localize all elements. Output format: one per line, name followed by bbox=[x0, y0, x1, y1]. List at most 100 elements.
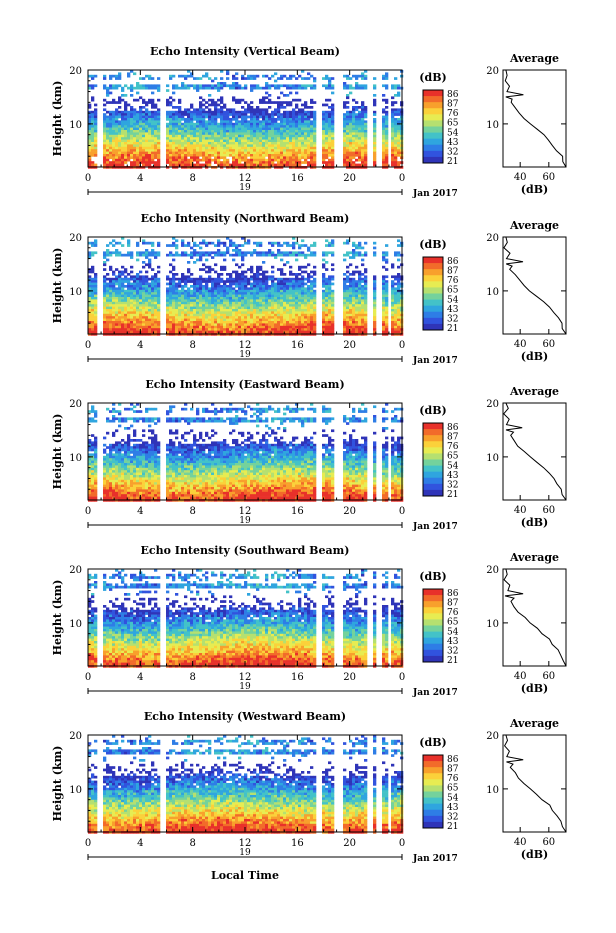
heatmap-cell bbox=[277, 132, 280, 135]
heatmap-cell bbox=[328, 152, 331, 155]
heatmap-cell bbox=[190, 314, 193, 317]
heatmap-cell bbox=[373, 111, 376, 114]
heatmap-cell bbox=[292, 84, 295, 87]
heatmap-cell bbox=[91, 147, 94, 150]
heatmap-cell bbox=[232, 128, 235, 131]
heatmap-cell bbox=[292, 137, 295, 140]
heatmap-cell bbox=[205, 106, 208, 109]
heatmap-cell bbox=[298, 99, 301, 102]
heatmap-cell bbox=[133, 99, 136, 102]
heatmap-cell bbox=[199, 302, 202, 305]
heatmap-cell bbox=[229, 304, 232, 307]
heatmap-cell bbox=[292, 297, 295, 300]
heatmap-cell bbox=[226, 116, 229, 119]
heatmap-cell bbox=[127, 149, 130, 152]
heatmap-cell bbox=[211, 140, 214, 143]
heatmap-cell bbox=[112, 321, 115, 324]
heatmap-cell bbox=[196, 295, 199, 298]
heatmap-cell bbox=[91, 154, 94, 157]
heatmap-cell bbox=[187, 316, 190, 319]
heatmap-cell bbox=[130, 285, 133, 288]
heatmap-cell bbox=[148, 159, 151, 162]
heatmap-cell bbox=[262, 125, 265, 128]
heatmap-cell bbox=[172, 144, 175, 147]
heatmap-cell bbox=[280, 285, 283, 288]
heatmap-cell bbox=[217, 280, 220, 283]
heatmap-cell bbox=[202, 142, 205, 145]
heatmap-cell bbox=[187, 314, 190, 317]
heatmap-cell bbox=[124, 147, 127, 150]
heatmap-cell bbox=[310, 290, 313, 293]
heatmap-cell bbox=[229, 149, 232, 152]
heatmap-cell bbox=[253, 132, 256, 135]
heatmap-cell bbox=[151, 132, 154, 135]
heatmap-cell bbox=[268, 290, 271, 293]
heatmap-cell bbox=[109, 304, 112, 307]
y-tick-label: 20 bbox=[69, 66, 82, 77]
heatmap-cell bbox=[310, 304, 313, 307]
heatmap-cell bbox=[325, 149, 328, 152]
heatmap-cell bbox=[253, 140, 256, 143]
heatmap-cell bbox=[121, 307, 124, 310]
heatmap-cell bbox=[244, 135, 247, 138]
heatmap-cell bbox=[121, 285, 124, 288]
heatmap-cell bbox=[331, 239, 334, 242]
heatmap-cell bbox=[154, 123, 157, 126]
heatmap-cell bbox=[151, 311, 154, 314]
heatmap-cell bbox=[208, 108, 211, 111]
heatmap-cell bbox=[286, 132, 289, 135]
heatmap-cell bbox=[322, 77, 325, 80]
heatmap-cell bbox=[343, 259, 346, 262]
heatmap-cell bbox=[385, 130, 388, 133]
heatmap-cell bbox=[223, 297, 226, 300]
heatmap-cell bbox=[331, 116, 334, 119]
heatmap-cell bbox=[352, 128, 355, 131]
heatmap-cell bbox=[136, 295, 139, 298]
heatmap-cell bbox=[307, 263, 310, 266]
heatmap-cell bbox=[244, 154, 247, 157]
heatmap-cell bbox=[295, 125, 298, 128]
heatmap-cell bbox=[325, 314, 328, 317]
heatmap-cell bbox=[232, 316, 235, 319]
heatmap-cell bbox=[301, 128, 304, 131]
heatmap-cell bbox=[307, 292, 310, 295]
heatmap-cell bbox=[139, 77, 142, 80]
heatmap-cell bbox=[250, 290, 253, 293]
heatmap-cell bbox=[277, 142, 280, 145]
heatmap-cell bbox=[181, 82, 184, 85]
heatmap-cell bbox=[382, 125, 385, 128]
heatmap-cell bbox=[196, 137, 199, 140]
heatmap-cell bbox=[127, 295, 130, 298]
heatmap-cell bbox=[112, 159, 115, 162]
heatmap-cell bbox=[172, 319, 175, 322]
heatmap-cell bbox=[205, 140, 208, 143]
heatmap-cell bbox=[241, 316, 244, 319]
heatmap-cell bbox=[190, 154, 193, 157]
heatmap-cell bbox=[322, 125, 325, 128]
heatmap-cell bbox=[121, 149, 124, 152]
heatmap-cell bbox=[250, 287, 253, 290]
heatmap-cell bbox=[364, 161, 367, 164]
heatmap-cell bbox=[220, 295, 223, 298]
heatmap-cell bbox=[256, 266, 259, 269]
heatmap-cell bbox=[244, 130, 247, 133]
heatmap-cell bbox=[211, 331, 214, 334]
heatmap-cell bbox=[175, 273, 178, 276]
heatmap-cell bbox=[157, 319, 160, 322]
heatmap-cell bbox=[262, 111, 265, 114]
heatmap-cell bbox=[211, 316, 214, 319]
heatmap-cell bbox=[343, 101, 346, 104]
heatmap-cell bbox=[223, 321, 226, 324]
heatmap-cell bbox=[274, 118, 277, 121]
heatmap-cell bbox=[385, 137, 388, 140]
heatmap-cell bbox=[250, 135, 253, 138]
heatmap-cell bbox=[259, 140, 262, 143]
heatmap-cell bbox=[166, 287, 169, 290]
heatmap-cell bbox=[343, 140, 346, 143]
heatmap-cell bbox=[208, 152, 211, 155]
heatmap-cell bbox=[232, 290, 235, 293]
heatmap-cell bbox=[265, 130, 268, 133]
heatmap-cell bbox=[241, 156, 244, 159]
heatmap-cell bbox=[259, 297, 262, 300]
heatmap-cell bbox=[235, 331, 238, 334]
